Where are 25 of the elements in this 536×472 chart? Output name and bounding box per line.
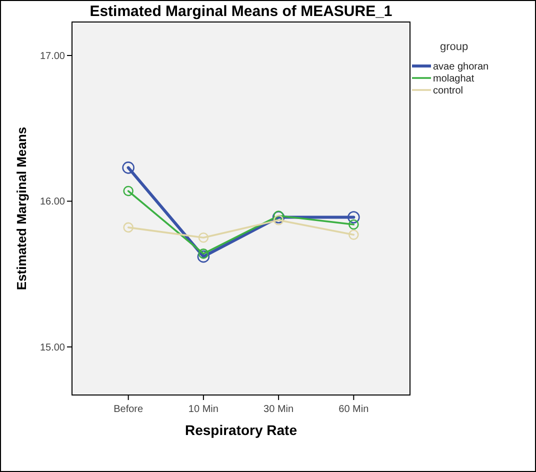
x-tick-label: 30 Min — [264, 404, 294, 415]
legend-label: molaghat — [433, 74, 474, 84]
chart-title: Estimated Marginal Means of MEASURE_1 — [90, 3, 392, 20]
point — [273, 215, 284, 226]
point — [348, 211, 360, 224]
x-axis-title: Respiratory Rate — [184, 422, 298, 438]
point — [348, 230, 359, 240]
point — [273, 210, 284, 221]
point — [122, 162, 134, 174]
point — [198, 248, 209, 259]
legend-label: control — [433, 86, 464, 96]
legend-label: avae ghoran — [433, 62, 489, 72]
point — [198, 232, 209, 243]
y-tick-label: 15.00 — [40, 342, 66, 354]
x-tick-label: 60 Min — [338, 404, 369, 415]
legend-title: group — [440, 41, 468, 53]
x-tick-label: 10 Min — [188, 404, 218, 415]
point — [197, 250, 210, 263]
point — [123, 222, 134, 233]
y-tick-label: 17.00 — [40, 51, 66, 62]
point — [123, 186, 134, 196]
point — [348, 219, 359, 230]
y-axis-title: Estimated Marginal Means — [14, 126, 29, 290]
y-tick-label: 16.00 — [40, 196, 66, 208]
x-tick-label: Before — [114, 404, 144, 415]
